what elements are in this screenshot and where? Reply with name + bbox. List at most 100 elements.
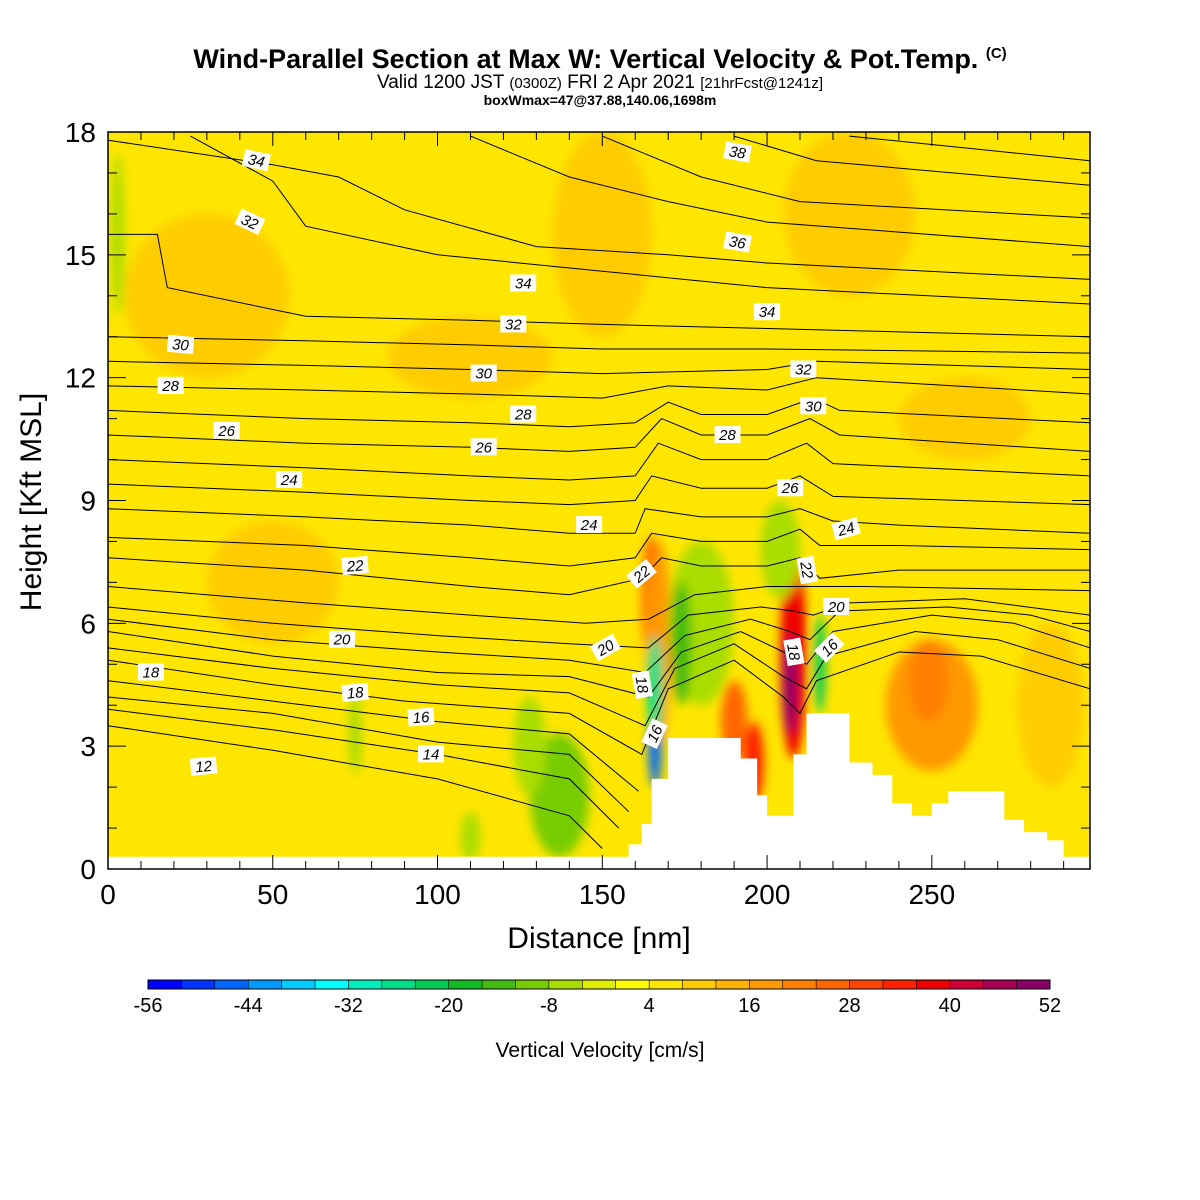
contour-label-bg (137, 663, 164, 681)
contour-label-text: 26 (474, 439, 492, 456)
colorbar-tick-label: 16 (738, 995, 760, 1017)
contour-label-text: 14 (423, 746, 440, 763)
theta-contour-21 (108, 586, 1090, 624)
w-cell (783, 132, 916, 296)
colorbar-tick-label: -44 (234, 995, 263, 1017)
w-cell (760, 500, 801, 599)
x-tick-label: 50 (257, 879, 288, 910)
contour-label: 22 (341, 555, 369, 576)
colorbar-swatch (415, 980, 450, 989)
contour-label: 30 (470, 364, 497, 383)
contour-label-bg (510, 274, 537, 292)
w-cell (671, 582, 692, 706)
contour-label-bg (777, 479, 804, 497)
y-tick-label: 12 (65, 363, 96, 394)
colorbar-swatch (682, 980, 717, 989)
contour-label-bg (631, 670, 653, 699)
contour-label-text: 24 (580, 517, 598, 534)
colorbar-swatch (315, 980, 349, 989)
w-cell (460, 811, 481, 861)
theta-contour-27 (108, 418, 1090, 452)
contour-label-text: 24 (280, 472, 298, 489)
contour-label-text: 18 (632, 675, 652, 695)
theta-contour-23 (108, 528, 1090, 567)
colorbar-swatch (348, 980, 383, 989)
chart-subtitle: Valid 1200 JST (0300Z) FRI 2 Apr 2021 [2… (0, 72, 1200, 94)
w-cell (646, 635, 664, 734)
x-tick-label: 150 (579, 879, 626, 910)
contour-label: 28 (510, 405, 537, 424)
contour-label: 16 (641, 718, 668, 750)
colorbar-swatch (983, 980, 1018, 989)
contour-label-bg (341, 555, 369, 576)
contour-label-bg (470, 438, 497, 456)
contour-label-text: 32 (795, 361, 812, 378)
colorbar-tick-label: 28 (838, 995, 860, 1017)
contour-label-bg (166, 334, 195, 355)
colorbar: -56 -44 -32 -20 -8 4 16 28 40 52 (134, 979, 1061, 1017)
colorbar-tick-label: 40 (939, 995, 961, 1017)
contour-label-text: 12 (195, 758, 214, 776)
contour-label: 26 (470, 438, 497, 456)
contour-label: 24 (831, 517, 861, 540)
contour-label: 20 (328, 630, 355, 649)
contour-label-bg (754, 303, 781, 321)
contour-label: 16 (814, 632, 845, 663)
w-cell (813, 615, 826, 714)
contour-label-text: 28 (718, 427, 736, 444)
contour-label: 30 (800, 397, 827, 415)
colorbar-tick-label: -56 (134, 995, 163, 1017)
colorbar-swatch (749, 980, 784, 989)
w-cell (1017, 623, 1084, 788)
contour-label: 18 (137, 663, 164, 681)
contour-label-text: 32 (505, 316, 522, 333)
contour-label-bg (814, 632, 845, 663)
contour-label-bg (189, 756, 218, 776)
contour-label: 14 (417, 745, 444, 763)
x-tick-label: 0 (100, 879, 116, 910)
contour-label-text: 18 (346, 684, 365, 702)
contour-label-text: 16 (644, 722, 667, 745)
contour-label-bg (500, 315, 527, 333)
theta-contour-34 (108, 139, 1090, 280)
plot-area: 34 32 30 28 26 24 22 20 18 18 16 14 12 38 36 34 34 32 32 30… (108, 132, 1090, 869)
colorbar-swatch (816, 980, 851, 989)
contour-label-text: 18 (783, 642, 803, 662)
contour-label: 38 (723, 141, 752, 163)
contour-label: 18 (341, 682, 369, 703)
contour-label-text: 30 (805, 398, 822, 415)
contour-label: 18 (783, 637, 805, 667)
contour-label: 24 (576, 516, 603, 534)
contour-label-bg (470, 364, 497, 382)
w-cell (348, 692, 362, 775)
colorbar-title: Vertical Velocity [cm/s] (496, 1039, 705, 1062)
contour-label-text: 22 (345, 557, 365, 576)
colorbar-swatch (949, 980, 984, 989)
theta-contour-16 (108, 651, 1090, 756)
contour-label-bg (576, 516, 603, 534)
theta-contour-33 (190, 135, 1090, 305)
contour-label-text: 20 (827, 599, 845, 616)
contour-label-bg (723, 141, 752, 163)
colorbar-swatch (214, 980, 249, 989)
theta-contour-26 (108, 442, 1090, 481)
y-tick-label: 6 (80, 608, 96, 639)
y-tick-label: 9 (80, 486, 96, 517)
x-axis: 0 50 100 150 200 250 (100, 132, 1065, 910)
contour-label-bg (157, 376, 184, 394)
theta-contour-15 (108, 680, 639, 792)
theta-contour-22 (108, 557, 1090, 596)
colorbar-frame (147, 979, 1051, 990)
contour-label: 16 (407, 707, 435, 727)
w-cell (898, 377, 1031, 460)
contour-label-text: 32 (238, 211, 261, 234)
contour-label: 32 (500, 315, 527, 333)
contour-label-text: 30 (475, 366, 492, 383)
contour-label-bg (783, 637, 805, 667)
y-tick-label: 0 (80, 854, 96, 885)
contour-label-text: 26 (217, 423, 235, 440)
contour-label-bg (276, 471, 303, 489)
contour-label: 30 (166, 334, 195, 355)
